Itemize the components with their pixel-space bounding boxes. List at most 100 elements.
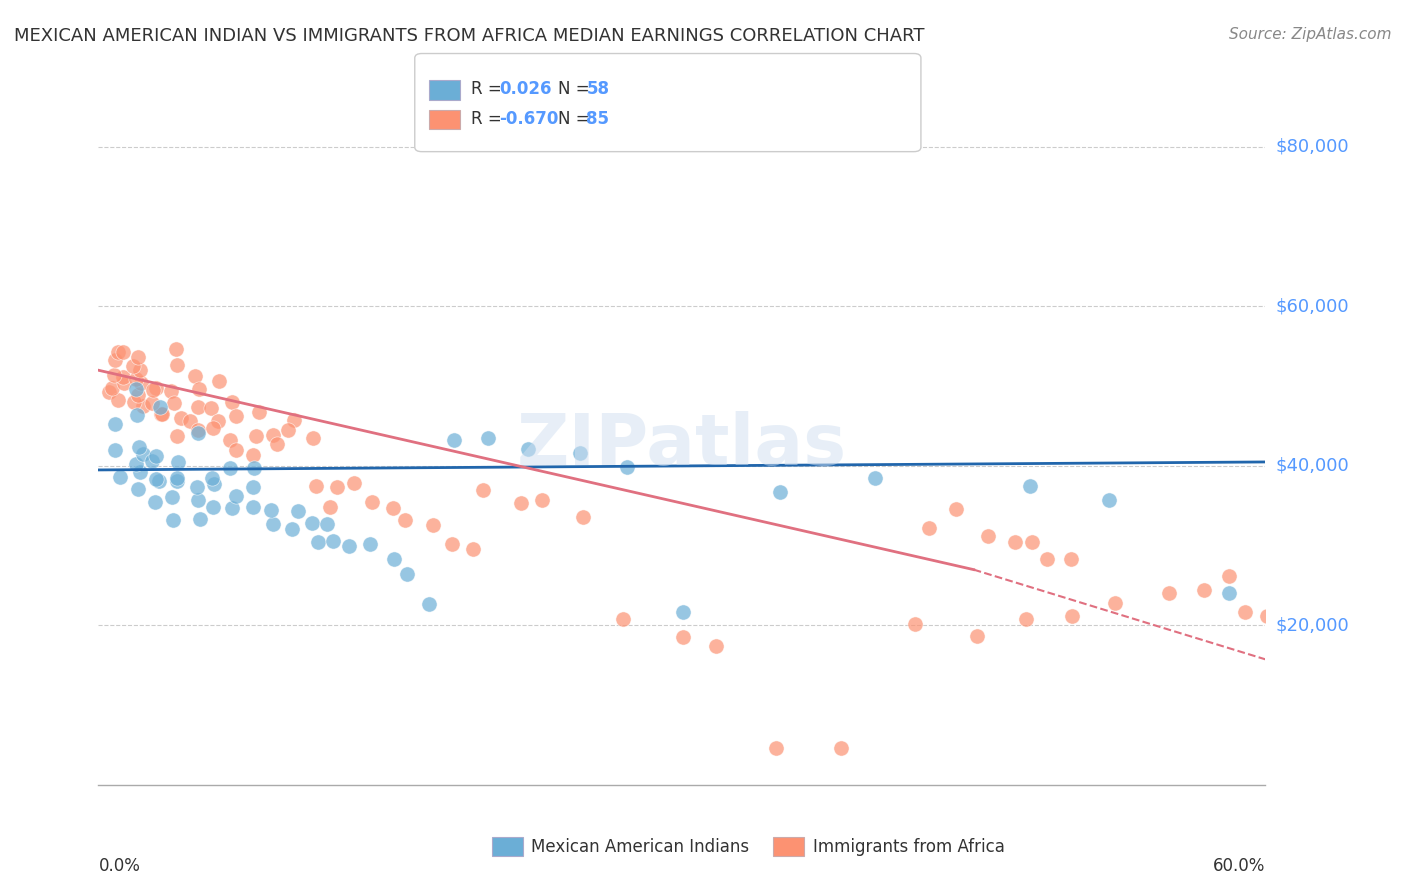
Point — [305, 478, 328, 492]
Point — [394, 513, 416, 527]
Point — [1218, 569, 1240, 583]
Text: 0.0%: 0.0% — [98, 856, 141, 875]
Point — [142, 383, 165, 397]
Point — [166, 471, 188, 485]
Text: $80,000: $80,000 — [1275, 138, 1348, 156]
Point — [101, 381, 124, 395]
Text: $60,000: $60,000 — [1275, 297, 1348, 316]
Point — [122, 359, 145, 374]
Point — [266, 437, 288, 451]
Point — [166, 358, 188, 372]
Point — [1018, 478, 1040, 492]
Point — [283, 413, 305, 427]
Point — [1015, 612, 1038, 626]
Text: MEXICAN AMERICAN INDIAN VS IMMIGRANTS FROM AFRICA MEDIAN EARNINGS CORRELATION CH: MEXICAN AMERICAN INDIAN VS IMMIGRANTS FR… — [14, 27, 925, 45]
Point — [200, 401, 222, 415]
Point — [108, 470, 131, 484]
Point — [307, 535, 329, 549]
Point — [1104, 596, 1126, 610]
Point — [1004, 535, 1026, 549]
Point — [104, 442, 127, 457]
Point — [516, 442, 538, 457]
Point — [1218, 586, 1240, 600]
Point — [104, 417, 127, 431]
Text: Immigrants from Africa: Immigrants from Africa — [813, 838, 1004, 855]
Point — [326, 480, 349, 494]
Point — [219, 434, 242, 448]
Point — [1098, 492, 1121, 507]
Point — [612, 612, 634, 626]
Point — [221, 500, 243, 515]
Point — [111, 345, 134, 359]
Text: 60.0%: 60.0% — [1213, 856, 1265, 875]
Point — [945, 501, 967, 516]
Point — [162, 513, 184, 527]
Point — [221, 394, 243, 409]
Point — [672, 630, 695, 644]
Point — [1036, 552, 1059, 566]
Point — [166, 429, 188, 443]
Point — [125, 372, 148, 386]
Point — [1192, 582, 1215, 597]
Point — [1021, 535, 1043, 549]
Point — [359, 536, 381, 550]
Point — [128, 350, 150, 364]
Point — [260, 503, 283, 517]
Point — [418, 597, 440, 611]
Point — [148, 401, 170, 415]
Point — [129, 363, 152, 377]
Point — [187, 383, 209, 397]
Point — [262, 427, 284, 442]
Point — [218, 461, 240, 475]
Point — [472, 483, 495, 497]
Point — [141, 454, 163, 468]
Point — [208, 374, 231, 388]
Text: 58: 58 — [586, 80, 609, 98]
Point — [143, 494, 166, 508]
Point — [160, 384, 183, 399]
Point — [316, 516, 339, 531]
Point — [225, 489, 247, 503]
Point — [127, 388, 149, 402]
Point — [188, 512, 211, 526]
Point — [302, 431, 325, 445]
Text: -0.670: -0.670 — [499, 110, 558, 128]
Point — [129, 376, 152, 390]
Point — [187, 401, 209, 415]
Point — [187, 493, 209, 508]
Point — [319, 500, 342, 514]
Point — [572, 510, 595, 524]
Point — [202, 500, 225, 515]
Point — [569, 446, 592, 460]
Text: 85: 85 — [586, 110, 609, 128]
Point — [112, 376, 135, 390]
Point — [162, 490, 184, 504]
Point — [141, 396, 163, 410]
Point — [186, 480, 208, 494]
Point — [225, 409, 247, 424]
Point — [104, 352, 127, 367]
Point — [672, 605, 695, 619]
Point — [128, 440, 150, 454]
Point — [904, 616, 927, 631]
Point — [384, 551, 406, 566]
Point — [201, 421, 224, 435]
Point — [1060, 608, 1083, 623]
Point — [769, 484, 792, 499]
Point — [127, 408, 149, 422]
Point — [966, 629, 988, 643]
Point — [128, 466, 150, 480]
Point — [1159, 586, 1181, 600]
Point — [242, 448, 264, 462]
Point — [262, 516, 284, 531]
Point — [976, 529, 998, 543]
Point — [1256, 608, 1278, 623]
Point — [145, 450, 167, 464]
Point — [382, 500, 405, 515]
Point — [98, 384, 121, 399]
Point — [150, 407, 173, 421]
Point — [243, 460, 266, 475]
Point — [165, 342, 187, 356]
Point — [1233, 605, 1256, 619]
Point — [830, 740, 852, 755]
